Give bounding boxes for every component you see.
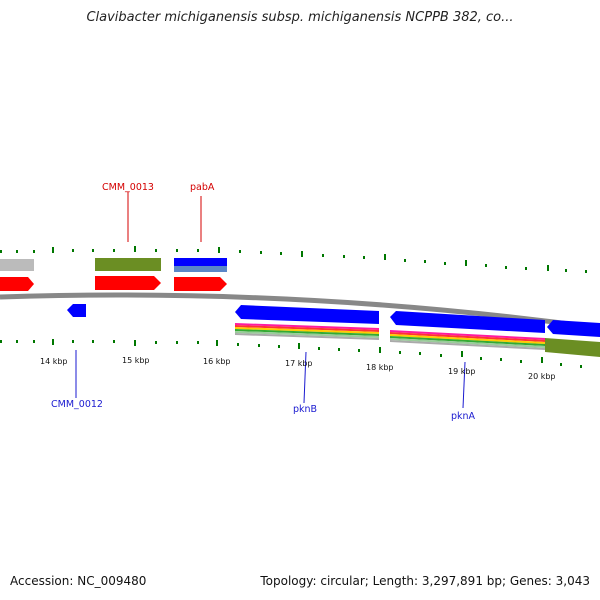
gene-labels[interactable]: CMM_0013 pabA CMM_0012 pknB pknA — [51, 182, 476, 422]
tick-label: 20 kbp — [528, 372, 556, 381]
cds-arrow-pabA — [174, 277, 227, 291]
gene-label-pknB[interactable]: pknB — [293, 404, 317, 415]
gray-track-segment — [0, 259, 34, 271]
label-leaders — [75, 192, 466, 409]
cds-arrow-pknB — [235, 305, 379, 324]
tick-label: 15 kbp — [122, 356, 150, 365]
gene-label-pabA[interactable]: pabA — [190, 182, 215, 193]
scale-labels: 14 kbp 15 kbp 16 kbp 17 kbp 18 kbp 19 kb… — [40, 356, 556, 381]
gene-label-cmm0012[interactable]: CMM_0012 — [51, 399, 103, 410]
forward-cds — [0, 276, 227, 291]
olive-track-right — [545, 338, 600, 357]
tick-label: 14 kbp — [40, 357, 68, 366]
stacked-tracks — [235, 323, 600, 357]
tick-label: 18 kbp — [366, 363, 394, 372]
inner-ticks — [0, 339, 582, 368]
tick-label: 17 kbp — [285, 359, 313, 368]
cds-arrow-right — [547, 320, 600, 337]
tick-label: 16 kbp — [203, 357, 231, 366]
olive-track-segment — [95, 258, 161, 271]
map-title: Clavibacter michiganensis subsp. michiga… — [86, 10, 514, 25]
outer-ticks — [0, 246, 587, 273]
gene-label-cmm0013[interactable]: CMM_0013 — [102, 182, 154, 193]
accession-text: Accession: NC_009480 — [10, 574, 147, 588]
cds-arrow-left — [0, 277, 34, 291]
blue-track-segment — [174, 258, 227, 266]
topology-summary: Topology: circular; Length: 3,297,891 bp… — [260, 574, 590, 588]
gene-label-pknA[interactable]: pknA — [451, 411, 476, 422]
reverse-cds — [67, 304, 600, 337]
forward-tracks — [0, 258, 227, 272]
backbone-line — [0, 292, 600, 331]
steel-track-segment — [174, 266, 227, 272]
cds-arrow-cmm0013 — [95, 276, 161, 290]
cds-arrow-cmm0012 — [67, 304, 86, 317]
tick-label: 19 kbp — [448, 367, 476, 376]
cds-arrow-pknA — [390, 311, 545, 333]
